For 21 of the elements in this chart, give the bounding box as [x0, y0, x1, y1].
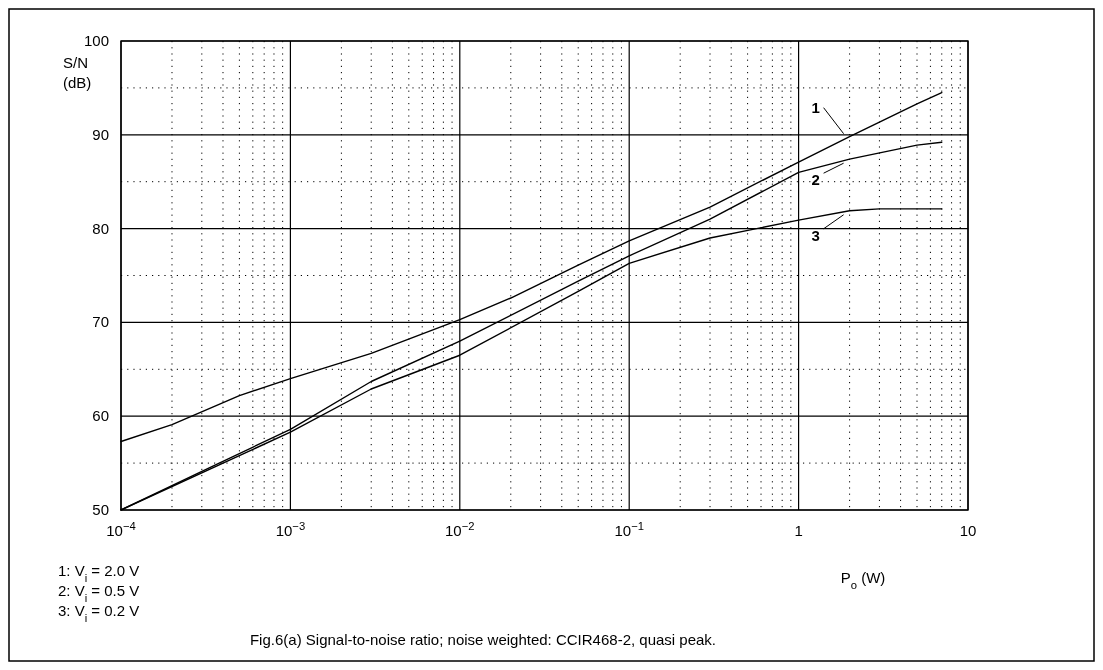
text: 3: V$_{i}$ = 0.2 V — [58, 602, 140, 624]
caption: Fig.6(a) Signal-to-noise ratio; noise weighted: CCIR468-2, quasi peak. — [249, 631, 717, 648]
y-tick-label: 80 — [92, 219, 109, 237]
x-tick-label: 1 — [794, 522, 803, 539]
y-tick-label: 70 — [92, 313, 109, 331]
text: 1: V$_{i}$ = 2.0 V — [58, 562, 140, 584]
x-tick-label: 10$^{−1}$ — [614, 520, 644, 539]
y-tick-label: 50 — [92, 501, 109, 518]
x-axis-title: P$_{o}$ (W) — [840, 569, 886, 591]
legend-label: 3 — [811, 226, 820, 244]
x-tick-label: 10$^{−4}$ — [106, 520, 136, 539]
legend-label: 2 — [811, 171, 820, 189]
y-tick-label: 60 — [92, 407, 109, 425]
text: 1 — [811, 98, 820, 116]
text: 2: V$_{i}$ = 0.5 V — [58, 582, 140, 604]
y-axis-title: S/N (dB) — [63, 54, 92, 91]
y-tick-label: 100 — [83, 32, 109, 49]
x-tick-label: 10$^{−3}$ — [275, 520, 306, 539]
x-tick-label: 10$^{−2}$ — [445, 520, 475, 539]
x-tick-label: 10 — [959, 522, 977, 539]
y-tick-label: 90 — [92, 125, 109, 143]
